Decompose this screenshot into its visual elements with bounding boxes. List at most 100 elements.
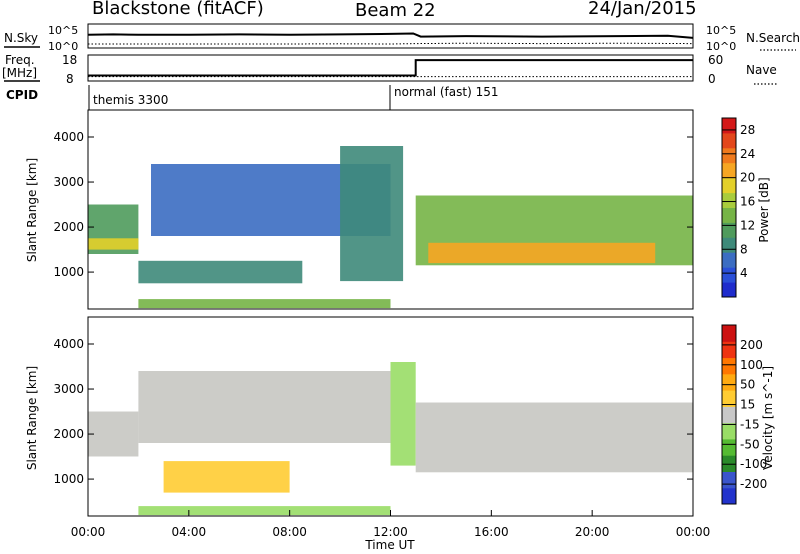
colorbar-tick-label: 12	[740, 218, 755, 232]
beam-title: Beam 22	[355, 0, 436, 21]
colorbar-tick-label: 20	[740, 171, 755, 185]
velocity-range-axis: 1000 2000 3000 4000	[53, 337, 693, 486]
colorbar-tick-label: -15	[740, 417, 760, 431]
echo-region	[138, 506, 391, 516]
range-tick-label: 1000	[53, 472, 84, 486]
colorbar-segment	[722, 132, 736, 149]
power-echoes	[88, 146, 693, 309]
time-tick-label: 12:00	[373, 525, 408, 539]
colorbar-segment	[722, 237, 736, 253]
colorbar-frame	[721, 324, 737, 505]
freq-left-tick-top: 18	[62, 53, 77, 67]
colorbar-tick-label: 15	[740, 398, 755, 412]
noise-left-tick-bottom: 10^0	[48, 40, 78, 53]
colorbar-segment	[722, 147, 736, 164]
colorbar-tick-label: 8	[740, 242, 748, 256]
colorbar-tick-label: 100	[740, 358, 763, 372]
freq-label-line1: Freq.	[5, 53, 35, 67]
freq-label-line2: [MHz]	[2, 66, 37, 80]
time-tick-label: 20:00	[575, 525, 610, 539]
velocity-colorbar-label: Velocity [m s^-1]	[761, 366, 775, 470]
colorbar-tick-label: 4	[740, 266, 748, 280]
noise-right-tick-bottom: 10^0	[706, 40, 736, 53]
colorbar-segment	[722, 267, 736, 283]
velocity-colorbar: 200 100 50 15 -15 -50 -100 -200	[721, 324, 767, 505]
colorbar-tick-label: 200	[740, 338, 763, 352]
time-tick-label: 08:00	[272, 525, 307, 539]
noise-series-line	[88, 42, 694, 45]
freq-left-tick-bottom: 8	[66, 72, 74, 86]
echo-region	[88, 411, 139, 457]
range-tick-label: 2000	[53, 427, 84, 441]
freq-right-tick-bottom: 0	[708, 72, 716, 86]
colorbar-segment	[722, 192, 736, 208]
noise-panel-frame	[87, 23, 694, 49]
time-tick-label: 00:00	[71, 525, 106, 539]
colorbar-segment	[722, 422, 736, 440]
station-title: Blackstone (fitACF)	[92, 0, 264, 19]
colorbar-segment	[722, 471, 736, 489]
noise-left-tick-top: 10^5	[48, 24, 78, 37]
power-colorbar: 4 8 12 16 20 24 28	[721, 117, 755, 298]
colorbar-tick-label: -200	[740, 477, 767, 491]
power-range-axis: 1000 2000 3000 4000	[53, 130, 693, 279]
colorbar-tick-label: 28	[740, 123, 755, 137]
colorbar-segment	[722, 252, 736, 268]
power-colorbar-label: Power [dB]	[757, 177, 771, 242]
nsearch-label: N.Search	[746, 31, 800, 45]
colorbar-segment	[722, 341, 736, 359]
time-tick-label: 16:00	[474, 525, 509, 539]
colorbar-segment	[722, 455, 736, 472]
frequency-panel-frame	[87, 54, 694, 82]
time-tick-label: 04:00	[172, 525, 207, 539]
echo-region	[163, 461, 290, 493]
time-axis-label: Time UT	[364, 538, 415, 552]
noise-right-tick-top: 10^5	[706, 24, 736, 37]
power-ylabel: Slant Range [km]	[25, 158, 39, 262]
colorbar-segment	[722, 487, 736, 505]
cpid-mode-themis: themis 3300	[93, 93, 168, 107]
colorbar-frame	[721, 117, 737, 298]
velocity-ylabel: Slant Range [km]	[25, 366, 39, 470]
range-tick-label: 4000	[53, 130, 84, 144]
colorbar-segment	[722, 222, 736, 238]
colorbar-segment	[722, 406, 736, 424]
echo-region	[138, 371, 391, 443]
colorbar-tick-label: -50	[740, 437, 760, 451]
range-tick-label: 3000	[53, 382, 84, 396]
colorbar-segment	[722, 325, 736, 342]
cpid-label: CPID	[6, 88, 38, 102]
range-tick-label: 1000	[53, 265, 84, 279]
cpid-mode-normal: normal (fast) 151	[394, 85, 498, 99]
colorbar-segment	[722, 207, 736, 223]
noise-panel: N.Sky 10^5 10^0 10^5 10^0 N.Search	[4, 23, 800, 53]
frequency-series-line	[88, 59, 693, 77]
colorbar-segment	[722, 390, 736, 407]
echo-region	[428, 242, 656, 264]
power-panel-frame	[87, 109, 694, 310]
velocity-echoes	[88, 362, 693, 516]
nave-label: Nave	[746, 63, 777, 77]
echo-region	[390, 362, 416, 466]
range-tick-label: 3000	[53, 175, 84, 189]
colorbar-tick-label: -100	[740, 457, 767, 471]
colorbar-segment	[722, 357, 736, 375]
colorbar-tick-label: 24	[740, 147, 755, 161]
time-tick-label: 00:00	[676, 525, 711, 539]
frequency-lines	[88, 59, 693, 78]
echo-region	[88, 238, 139, 250]
power-panel: 1000 2000 3000 4000 Slant Range [km] 4 8 12 16…	[25, 109, 771, 310]
date-title: 24/Jan/2015	[588, 0, 697, 19]
noise-lines	[87, 32, 694, 45]
colorbar-segment	[722, 282, 736, 298]
colorbar-tick-label: 50	[740, 378, 755, 392]
colorbar-tick-label: 16	[740, 195, 755, 209]
echo-region	[415, 402, 693, 473]
noise-series-line	[87, 32, 694, 39]
time-axis: 00:00 04:00 08:00 12:00 16:00 20:00 00:00	[71, 510, 711, 539]
colorbar-segment	[722, 118, 736, 134]
colorbar-segment	[722, 177, 736, 194]
range-tick-label: 2000	[53, 220, 84, 234]
